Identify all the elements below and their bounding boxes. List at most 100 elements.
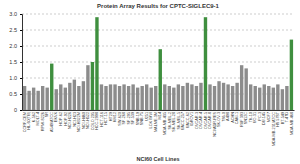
plot: 00.51.01.52.02.53.0CCRF-CEMHL-60(TB)K-56… bbox=[9, 11, 294, 146]
x-tick-label: K-562 bbox=[32, 112, 36, 122]
y-tick: 2.5 bbox=[9, 27, 22, 33]
x-tick: BT-549 bbox=[281, 110, 285, 124]
x-tick-label: EKVX bbox=[54, 112, 58, 123]
x-tick-label: CAKI-1 bbox=[235, 112, 239, 124]
bar bbox=[127, 86, 130, 110]
y-tick: 0.5 bbox=[9, 91, 22, 97]
grid-line bbox=[22, 46, 294, 47]
x-tick-label: HCT-15 bbox=[104, 112, 108, 125]
x-tick-label: IGROV1 bbox=[190, 112, 194, 126]
x-tick-label: HOP-62 bbox=[59, 112, 63, 126]
x-tick: SF-539 bbox=[131, 110, 135, 124]
x-tick-label: RPMI-8226 bbox=[41, 112, 45, 131]
x-tick-label: PC-3 bbox=[258, 112, 262, 121]
x-tick: NCI-H322M bbox=[77, 110, 81, 132]
bar bbox=[118, 86, 121, 110]
x-tick: HCT-116 bbox=[100, 110, 104, 127]
bar bbox=[104, 86, 107, 110]
x-tick-label: SK-MEL-2 bbox=[168, 112, 172, 130]
x-tick: MALME-3M bbox=[154, 110, 158, 132]
x-tick: SN12C bbox=[244, 110, 248, 124]
grid-line bbox=[22, 94, 294, 95]
y-tick-mark bbox=[20, 14, 22, 15]
x-tick: HOP-62 bbox=[59, 110, 63, 126]
bar bbox=[73, 80, 76, 110]
x-axis: CCRF-CEMHL-60(TB)K-562MOLT-4RPMI-8226SRA… bbox=[23, 110, 295, 146]
x-tick-label: NCI-H522 bbox=[86, 112, 90, 129]
x-tick-label: U251 bbox=[145, 112, 149, 121]
x-tick-label: RXF 393 bbox=[240, 112, 244, 127]
x-tick: NCI/ADR-RES bbox=[213, 110, 217, 137]
x-tick-label: SW-620 bbox=[118, 112, 122, 126]
x-tick-label: T-47D bbox=[285, 112, 289, 123]
x-tick-label: MALME-3M bbox=[154, 112, 158, 132]
bar bbox=[190, 84, 193, 110]
bar bbox=[150, 88, 153, 110]
title: Protein Array Results for CPTC-SIGLEC9-1 bbox=[97, 3, 219, 9]
y-tick-mark bbox=[20, 62, 22, 63]
x-tick: SR bbox=[45, 110, 49, 117]
bar bbox=[186, 83, 189, 110]
x-tick: RXF 393 bbox=[240, 110, 244, 127]
x-tick-label: UACC-257 bbox=[181, 112, 185, 130]
bar bbox=[136, 88, 139, 110]
x-tick: SK-MEL-28 bbox=[172, 110, 176, 132]
x-tick: 786-0 bbox=[222, 110, 226, 122]
x-tick: A498 bbox=[226, 110, 230, 121]
x-tick: NCI-H226 bbox=[68, 110, 72, 129]
bar bbox=[208, 84, 211, 110]
x-tick-label: MOLT-4 bbox=[36, 112, 40, 125]
y-tick-mark bbox=[20, 78, 22, 79]
x-tick: OVCAR-3 bbox=[195, 110, 199, 129]
y-tick: 1.5 bbox=[9, 59, 22, 65]
bar bbox=[32, 88, 35, 110]
grid-line bbox=[22, 14, 294, 15]
x-tick-label: HOP-92 bbox=[64, 112, 68, 126]
x-tick: MOLT-4 bbox=[36, 110, 40, 125]
bar bbox=[163, 84, 166, 110]
x-tick: M14 bbox=[158, 110, 162, 119]
x-tick-label: SF-539 bbox=[131, 112, 135, 124]
bar bbox=[122, 84, 125, 110]
x-tick-label: SK-OV-3 bbox=[217, 112, 221, 127]
bar bbox=[100, 84, 103, 110]
x-tick: MDA-MB-435 bbox=[163, 110, 167, 135]
x-tick: HCT-15 bbox=[104, 110, 108, 125]
x-tick-label: SK-MEL-28 bbox=[172, 112, 176, 132]
x-tick-label: SF-268 bbox=[122, 112, 126, 124]
bar bbox=[55, 89, 58, 110]
x-tick: COLO 205 bbox=[91, 110, 95, 130]
bar bbox=[59, 84, 62, 110]
bar bbox=[195, 86, 198, 110]
y-tick-mark bbox=[20, 94, 22, 95]
x-tick: CAKI-1 bbox=[235, 110, 239, 124]
x-tick-label: A549/ATCC bbox=[50, 112, 54, 132]
bar bbox=[231, 86, 234, 110]
bar bbox=[154, 86, 157, 110]
x-tick-label: NCI-H460 bbox=[82, 112, 86, 129]
x-tick-label: MCF7 bbox=[267, 112, 271, 122]
bar bbox=[23, 86, 26, 110]
y-tick-label: 2.0 bbox=[9, 43, 17, 49]
x-tick: IGROV1 bbox=[190, 110, 194, 126]
x-tick-label: NCI/ADR-RES bbox=[213, 112, 217, 137]
x-tick-label: HL-60(TB) bbox=[27, 111, 31, 129]
bar bbox=[281, 89, 284, 110]
x-tick-label: MDA-MB-435 bbox=[163, 112, 167, 135]
x-tick: UO-31 bbox=[253, 110, 257, 123]
y-axis: 00.51.01.52.02.53.0 bbox=[9, 11, 22, 113]
x-tick-label: NCI-H322M bbox=[77, 112, 81, 132]
x-tick-label: HS 578T bbox=[276, 111, 280, 127]
x-tick: A549/ATCC bbox=[50, 110, 54, 132]
x-tick: MDA-MB-468 bbox=[290, 110, 294, 135]
x-tick: OVCAR-4 bbox=[199, 110, 203, 129]
x-axis-title: NCI60 Cell Lines bbox=[136, 156, 179, 162]
bar bbox=[82, 81, 85, 110]
y-tick: 0 bbox=[14, 107, 22, 113]
y-tick-mark bbox=[20, 110, 22, 111]
x-tick: SW-620 bbox=[118, 110, 122, 126]
x-tick: HS 578T bbox=[276, 110, 280, 127]
x-tick: RPMI-8226 bbox=[41, 110, 45, 131]
bar bbox=[50, 64, 53, 110]
chart: Protein Array Results for CPTC-SIGLEC9-1… bbox=[0, 0, 300, 164]
